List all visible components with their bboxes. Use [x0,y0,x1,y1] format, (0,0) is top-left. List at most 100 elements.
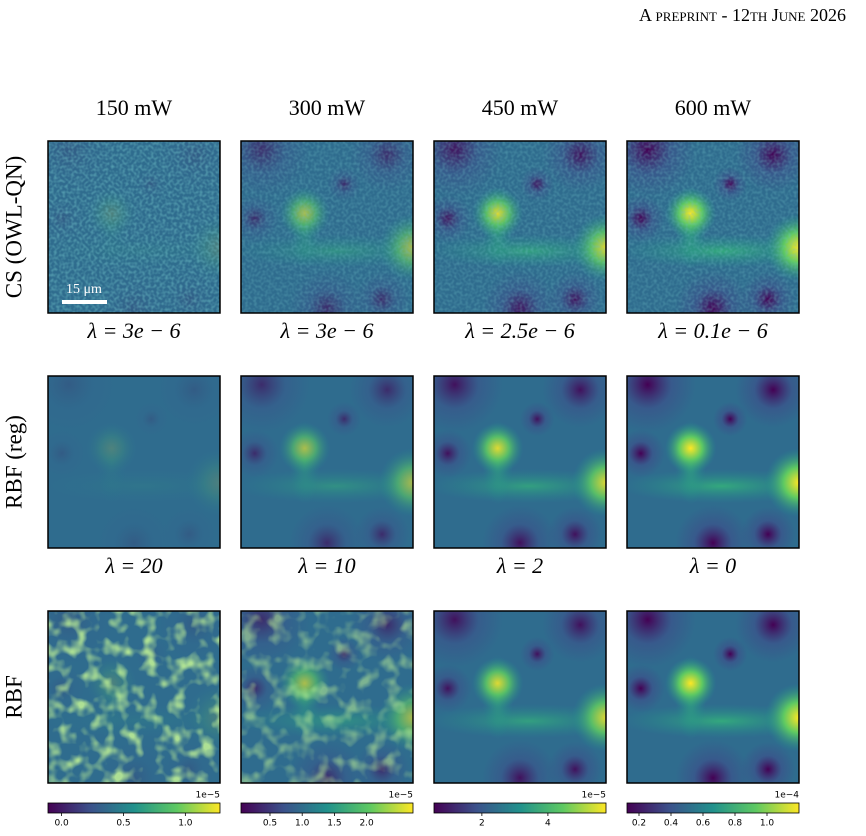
noise [434,141,606,313]
bright-region [571,683,606,753]
dark-region [740,506,796,548]
noise [241,141,413,313]
colorbar-tick-label: 1.0 [295,819,310,829]
row-label: RBF [1,675,26,718]
panel-border [47,375,221,549]
colorbar [433,802,607,814]
dark-region [327,401,362,437]
dark-region [520,636,555,672]
bright-region [378,448,413,518]
colorbar [240,802,414,814]
panel-border [433,140,607,314]
heatmap-panel [48,141,220,313]
lambda-label: λ = 10 [297,553,355,578]
dark-region [482,740,558,783]
colorbar-tick-label: 1.0 [760,819,775,829]
dark-region [434,429,472,478]
row-label: RBF (reg) [1,415,26,509]
heatmap-panel [241,376,413,548]
dark-region [434,664,472,713]
band [434,703,606,739]
dark-region [156,376,220,428]
dark-region [520,401,555,437]
bright-region [185,448,220,518]
panel-border [240,610,414,784]
lambda-label: λ = 0.1e − 6 [657,318,767,343]
bright-region [278,422,331,475]
dark-region [713,636,748,672]
colorbar-offset: 1e−5 [195,791,220,801]
lambda-label: λ = 3e − 6 [87,318,181,343]
speckle [241,611,413,783]
panel-border [433,375,607,549]
lambda-label: λ = 2.5e − 6 [464,318,574,343]
dark-region [434,376,503,433]
dark-region [542,376,606,428]
colorbar-tick-label: 2.0 [359,819,374,829]
dark-region [134,401,169,437]
bright-region [85,422,138,475]
dark-region [96,505,172,548]
heatmap-panel [48,376,220,548]
dark-region [627,429,665,478]
heatmap-panel [241,141,413,313]
panel-border [47,140,221,314]
dark-region [434,611,503,668]
column-title: 150 mW [96,95,173,120]
dark-region [542,611,606,663]
scale-bar-label: 15 μm [66,282,102,297]
dark-region [627,611,696,668]
band [241,468,413,504]
noise [627,141,799,313]
heatmap-panel [48,611,220,783]
bright-region [664,657,717,710]
lambda-label: λ = 0 [689,553,736,578]
colorbar-tick-label: 4 [545,819,551,829]
heatmap-panel [434,141,606,313]
colorbar-tick-label: 0.4 [664,819,679,829]
colorbar-tick-label: 1.5 [327,819,341,829]
bright-region [664,422,717,475]
panel-border [626,375,800,549]
row-label: CS (OWL-QN) [1,156,26,298]
bright-region [471,657,524,710]
noise [48,141,220,313]
dark-region [241,376,310,433]
heatmap-panel [241,611,413,783]
dark-region [675,505,751,548]
colorbar-tick-label: 1.0 [178,819,193,829]
band [627,468,799,504]
heatmap-panel [627,141,799,313]
column-title: 450 mW [482,95,559,120]
colorbar-tick-label: 0.0 [54,819,69,829]
dark-region [289,505,365,548]
colorbar-offset: 1e−5 [388,791,413,801]
bright-region [764,683,799,753]
dark-region [161,506,217,548]
dark-region [627,664,665,713]
band [627,703,799,739]
colorbar-tick-label: 2 [479,819,485,829]
panel-border [626,610,800,784]
speckle [48,611,220,783]
heatmap-panel [434,376,606,548]
dark-region [735,611,799,663]
dark-region [740,741,796,783]
colorbar-offset: 1e−5 [581,791,606,801]
dark-region [713,401,748,437]
lambda-label: λ = 3e − 6 [280,318,374,343]
heatmap-panel [627,376,799,548]
dark-region [547,506,603,548]
dark-region [354,506,410,548]
colorbar-tick-label: 0.5 [116,819,130,829]
band [48,468,220,504]
panel-border [626,140,800,314]
heatmap-panel [627,611,799,783]
panel-border [240,140,414,314]
dark-region [482,505,558,548]
column-title: 600 mW [675,95,752,120]
bright-region [471,422,524,475]
dark-region [627,376,696,433]
lambda-label: λ = 2 [496,553,543,578]
panel-border [47,610,221,784]
